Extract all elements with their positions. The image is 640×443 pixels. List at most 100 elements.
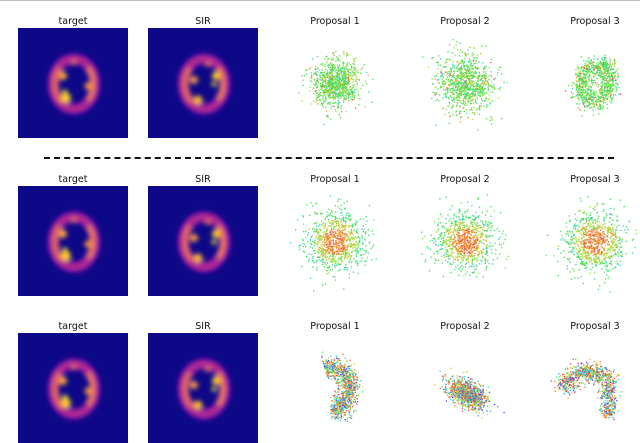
scatter-point bbox=[339, 228, 340, 229]
scatter-point bbox=[445, 95, 446, 96]
scatter-point bbox=[600, 61, 601, 62]
scatter-point bbox=[469, 242, 470, 243]
scatter-point bbox=[470, 96, 471, 97]
scatter-point bbox=[503, 82, 504, 83]
scatter-point bbox=[360, 73, 361, 74]
scatter-point bbox=[460, 227, 461, 228]
scatter-point bbox=[343, 51, 344, 52]
scatter-point bbox=[343, 252, 344, 253]
scatter-point bbox=[350, 243, 351, 244]
scatter-plot bbox=[410, 28, 520, 138]
scatter-point bbox=[322, 285, 323, 286]
scatter-point bbox=[444, 114, 445, 115]
scatter-point bbox=[474, 253, 475, 254]
scatter-point bbox=[581, 67, 582, 68]
scatter-point bbox=[310, 202, 311, 203]
scatter-point bbox=[372, 246, 373, 247]
scatter-point bbox=[302, 243, 303, 244]
scatter-point bbox=[578, 246, 579, 247]
scatter-point bbox=[612, 74, 613, 75]
scatter-point bbox=[329, 87, 330, 88]
scatter-point bbox=[452, 205, 453, 206]
scatter-point bbox=[450, 272, 451, 273]
scatter-point bbox=[338, 270, 339, 271]
scatter-point bbox=[459, 268, 460, 269]
scatter-point bbox=[310, 239, 311, 240]
scatter-point bbox=[634, 247, 635, 248]
scatter-point bbox=[485, 234, 486, 235]
scatter-point bbox=[434, 76, 435, 77]
scatter-point bbox=[576, 95, 577, 96]
scatter-point bbox=[478, 95, 479, 96]
scatter-point bbox=[476, 54, 477, 55]
scatter-point bbox=[599, 72, 600, 73]
scatter-point bbox=[472, 245, 473, 246]
scatter-point bbox=[487, 252, 488, 253]
scatter-point bbox=[484, 100, 485, 101]
scatter-svg bbox=[280, 186, 390, 296]
scatter-point bbox=[608, 70, 609, 71]
scatter-point bbox=[352, 247, 353, 248]
scatter-point bbox=[458, 64, 459, 65]
scatter-point bbox=[457, 102, 458, 103]
scatter-point bbox=[448, 232, 449, 233]
scatter-point bbox=[475, 212, 476, 213]
scatter-point bbox=[583, 89, 584, 90]
scatter-point bbox=[460, 121, 461, 122]
scatter-point bbox=[580, 90, 581, 91]
scatter-point bbox=[486, 237, 487, 238]
scatter-point bbox=[346, 77, 347, 78]
scatter-point bbox=[585, 96, 586, 97]
scatter-point bbox=[580, 201, 581, 202]
scatter-point bbox=[584, 74, 585, 75]
scatter-point bbox=[607, 94, 608, 95]
scatter-point bbox=[447, 251, 448, 252]
scatter-point bbox=[580, 222, 581, 223]
scatter-point bbox=[619, 238, 620, 239]
scatter-point bbox=[482, 81, 483, 82]
scatter-point bbox=[611, 100, 612, 101]
scatter-point bbox=[591, 70, 592, 71]
scatter-point bbox=[336, 264, 337, 265]
top-border-line bbox=[0, 0, 640, 1]
scatter-svg bbox=[280, 28, 390, 138]
scatter-point bbox=[335, 102, 336, 103]
scatter-point bbox=[489, 263, 490, 264]
scatter-point bbox=[343, 101, 344, 102]
scatter-point bbox=[632, 253, 633, 254]
scatter-point bbox=[362, 218, 363, 219]
scatter-point bbox=[352, 233, 353, 234]
scatter-point bbox=[578, 92, 579, 93]
scatter-point bbox=[335, 260, 336, 261]
scatter-point bbox=[468, 242, 469, 243]
scatter-point bbox=[334, 222, 335, 223]
scatter-point bbox=[352, 79, 353, 80]
scatter-point bbox=[456, 243, 457, 244]
scatter-point bbox=[588, 98, 589, 99]
scatter-point bbox=[584, 105, 585, 106]
scatter-point bbox=[343, 220, 344, 221]
scatter-point bbox=[446, 87, 447, 88]
scatter-point bbox=[465, 217, 466, 218]
scatter-point bbox=[337, 236, 338, 237]
scatter-point bbox=[339, 250, 340, 251]
scatter-point bbox=[575, 74, 576, 75]
scatter-point bbox=[601, 65, 602, 66]
scatter-point bbox=[317, 86, 318, 87]
scatter-point bbox=[459, 106, 460, 107]
scatter-point bbox=[352, 224, 353, 225]
scatter-point bbox=[484, 82, 485, 83]
scatter-point bbox=[478, 78, 479, 79]
scatter-point bbox=[435, 241, 436, 242]
scatter-point bbox=[452, 66, 453, 67]
scatter-point bbox=[452, 91, 453, 92]
scatter-point bbox=[323, 99, 324, 100]
scatter-point bbox=[466, 240, 467, 241]
scatter-point bbox=[440, 222, 441, 223]
scatter-point bbox=[345, 249, 346, 250]
scatter-point bbox=[445, 253, 446, 254]
scatter-point bbox=[485, 75, 486, 76]
scatter-point bbox=[589, 260, 590, 261]
scatter-point bbox=[574, 83, 575, 84]
scatter-point bbox=[440, 214, 441, 215]
